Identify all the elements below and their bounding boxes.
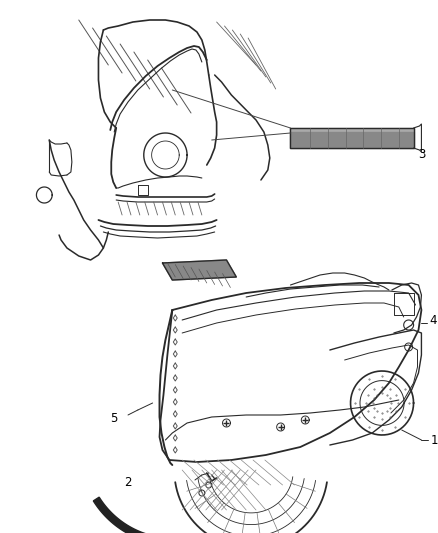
- Text: 4: 4: [429, 314, 437, 327]
- Text: 1: 1: [430, 433, 438, 447]
- Text: 5: 5: [110, 411, 118, 424]
- Text: 2: 2: [124, 477, 131, 489]
- Polygon shape: [162, 260, 237, 280]
- Polygon shape: [290, 132, 413, 148]
- Polygon shape: [290, 128, 413, 132]
- Polygon shape: [93, 497, 159, 533]
- Text: 3: 3: [418, 149, 426, 161]
